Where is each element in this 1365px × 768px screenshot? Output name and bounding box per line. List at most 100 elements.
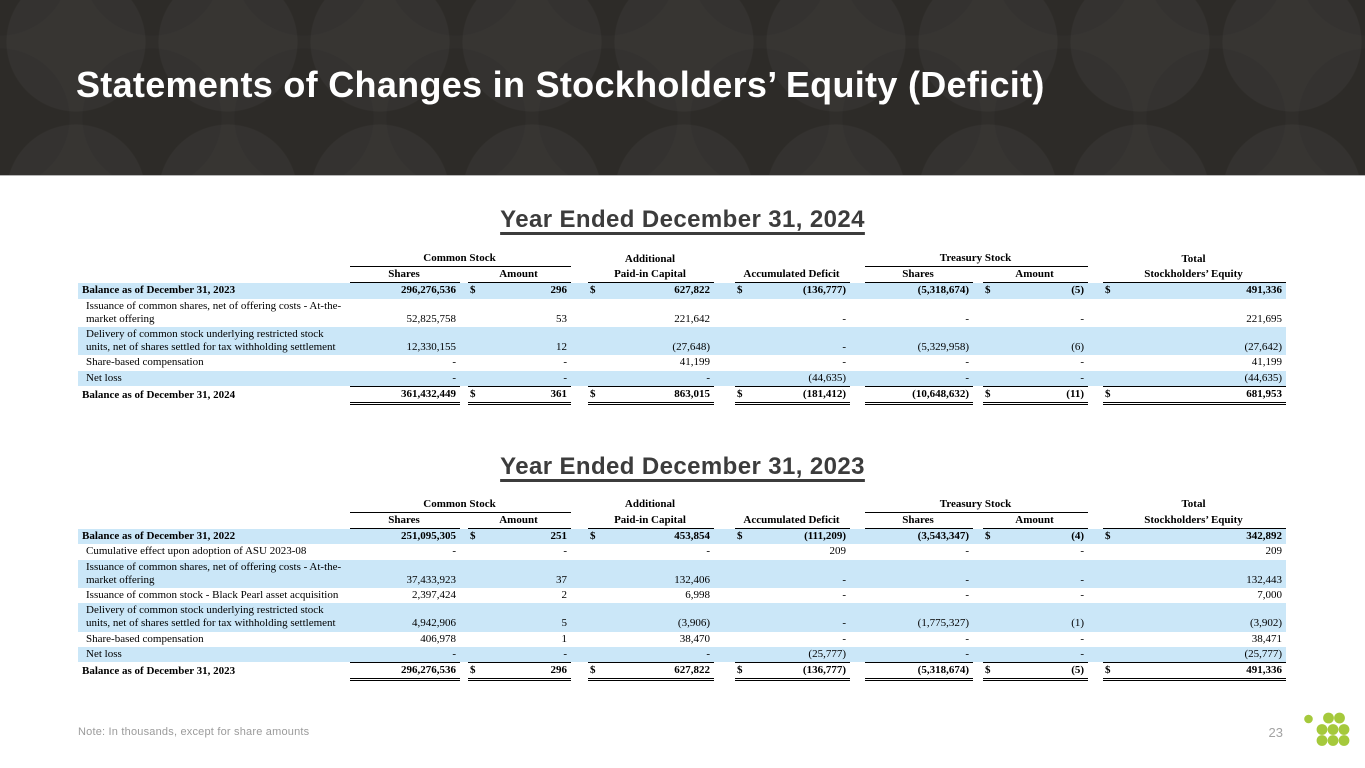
cell-common-shares: - — [350, 370, 460, 387]
dollar-sign: $ — [737, 387, 743, 400]
column-gap — [850, 370, 865, 387]
section-2023: Year Ended December 31, 2023 Common Stoc… — [0, 453, 1365, 682]
cell-total-equity: (3,902) — [1103, 603, 1287, 632]
cell-common-amount: $296 — [468, 282, 571, 299]
column-gap — [973, 559, 983, 588]
cell-accumulated-deficit: - — [842, 356, 846, 369]
cell-additional-paid-in-capital: $453,854 — [588, 528, 714, 545]
column-gap — [714, 282, 735, 299]
cell-common-amount: - — [468, 646, 571, 663]
row-label: Delivery of common stock underlying rest… — [78, 603, 350, 632]
column-gap — [571, 497, 588, 513]
dollar-sign: $ — [1105, 387, 1111, 400]
row-label-header — [78, 513, 350, 529]
row-label-header — [78, 267, 350, 283]
header-common-shares: Shares — [350, 512, 460, 530]
column-gap — [973, 662, 983, 679]
cell-common-shares: 251,095,305 — [350, 528, 460, 545]
table-row: Balance as of December 31, 2023 296,276,5… — [78, 282, 1287, 299]
column-gap — [850, 528, 865, 545]
column-gap — [571, 267, 588, 283]
column-gap — [571, 528, 588, 545]
column-gap — [1088, 646, 1104, 663]
column-gap — [460, 559, 468, 588]
title-banner: Statements of Changes in Stockholders’ E… — [0, 0, 1365, 176]
column-gap — [850, 267, 865, 283]
cell-treasury-amount: - — [1080, 632, 1085, 645]
row-label: Share-based compensation — [86, 632, 204, 645]
cell-value: 361 — [550, 387, 568, 400]
row-label: Balance as of December 31, 2023 — [82, 665, 236, 678]
cell-treasury-amount: - — [1080, 545, 1085, 558]
table-row: Issuance of common stock - Black Pearl a… — [78, 588, 1286, 603]
column-gap — [714, 603, 735, 632]
column-gap — [571, 588, 588, 603]
table-row: Issuance of common shares, net of offeri… — [78, 299, 1286, 327]
cell-treasury-shares: - — [965, 545, 969, 558]
column-gap — [850, 299, 865, 327]
column-gap — [460, 646, 468, 663]
cell-treasury-shares: (10,648,632) — [865, 385, 973, 405]
dollar-sign: $ — [985, 530, 991, 543]
dollar-sign: $ — [1105, 530, 1111, 543]
cell-treasury-amount: - — [1080, 589, 1085, 601]
dollar-sign: $ — [985, 387, 991, 400]
column-gap — [571, 646, 588, 663]
column-gap — [973, 386, 983, 403]
slide: Statements of Changes in Stockholders’ E… — [0, 0, 1365, 746]
column-gap — [973, 588, 983, 603]
equity-table-2023: Common Stock Additional Treasury Stock Tota… — [78, 496, 1365, 682]
row-label: Net loss — [78, 646, 350, 663]
table-row: Balance as of December 31, 2022 251,095,3… — [78, 528, 1287, 545]
cell-treasury-shares: (5,318,674) — [865, 282, 973, 299]
column-gap — [571, 544, 588, 559]
column-gap — [460, 282, 468, 299]
footnote: Note: In thousands, except for share amo… — [78, 726, 310, 738]
cell-common-shares: 406,978 — [420, 632, 456, 645]
cell-treasury-amount: - — [983, 370, 1089, 387]
cell-additional-paid-in-capital: - — [588, 370, 714, 387]
column-gap — [973, 355, 983, 370]
cell-total-equity: (25,777) — [1103, 646, 1287, 663]
column-gap — [571, 370, 588, 387]
cell-common-shares: 296,276,536 — [350, 661, 460, 682]
cell-common-shares: 52,825,758 — [406, 312, 457, 325]
header-treasury-stock: Treasury Stock — [865, 496, 1089, 514]
table-row: Delivery of common stock underlying rest… — [78, 326, 1287, 356]
column-gap — [714, 528, 735, 545]
column-gap — [571, 559, 588, 588]
cell-total-equity: (27,642) — [1103, 326, 1287, 356]
dollar-sign: $ — [590, 387, 596, 400]
header-group-row: Common Stock Additional Treasury Stock Tota… — [78, 251, 1286, 268]
header-group-row: Common Stock Additional Treasury Stock Tota… — [78, 496, 1286, 514]
column-gap — [973, 267, 983, 283]
dollar-sign: $ — [590, 284, 596, 297]
column-gap — [714, 513, 735, 529]
column-gap — [714, 267, 735, 283]
column-gap — [850, 632, 865, 647]
cell-common-amount: 53 — [556, 312, 567, 325]
header-treasury-stock: Treasury Stock — [865, 251, 1089, 268]
cell-treasury-shares: (5,329,958) — [865, 326, 973, 356]
dollar-sign: $ — [590, 530, 596, 543]
column-gap — [460, 326, 468, 356]
cell-treasury-shares: - — [965, 632, 969, 645]
column-gap — [850, 326, 865, 356]
dollar-sign: $ — [1105, 663, 1111, 676]
cell-treasury-amount: - — [1080, 312, 1085, 325]
row-label: Delivery of common stock underlying rest… — [78, 326, 350, 356]
cell-total-equity: 41,199 — [1251, 356, 1283, 369]
cell-treasury-shares: - — [965, 589, 969, 601]
cell-common-amount: 12 — [468, 326, 571, 356]
column-gap — [714, 386, 735, 403]
column-gap — [850, 282, 865, 299]
column-gap — [1088, 544, 1103, 559]
cell-total-equity: 7,000 — [1257, 589, 1283, 601]
column-gap — [714, 588, 735, 603]
cell-treasury-amount: - — [983, 559, 1089, 588]
cell-treasury-amount: $ (5) — [983, 282, 1089, 299]
column-gap — [714, 559, 735, 588]
column-gap — [460, 370, 468, 387]
column-gap — [460, 544, 468, 559]
column-gap — [1088, 662, 1103, 679]
